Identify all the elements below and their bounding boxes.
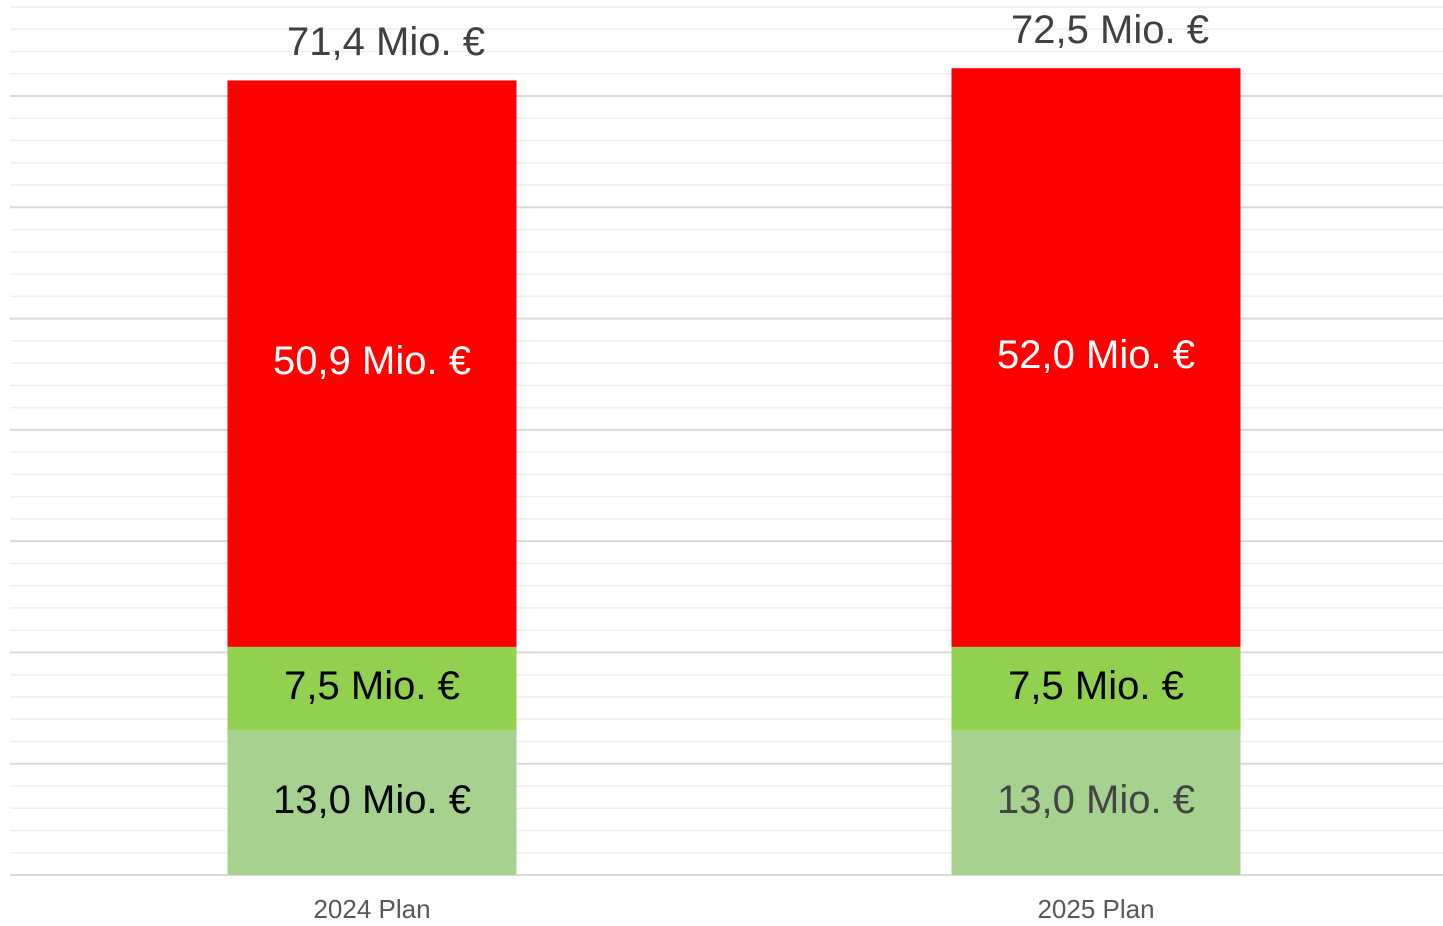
value-label: 13,0 Mio. € <box>273 778 471 822</box>
bar-segment <box>227 80 517 647</box>
total-label: 72,5 Mio. € <box>1011 8 1209 52</box>
value-label: 7,5 Mio. € <box>284 664 460 708</box>
bar-segment <box>227 646 517 731</box>
value-label: 52,0 Mio. € <box>997 333 1195 377</box>
bar-segment <box>227 730 517 875</box>
value-label: 50,9 Mio. € <box>273 339 471 383</box>
total-label: 71,4 Mio. € <box>287 20 485 64</box>
bar-segment <box>951 68 1241 647</box>
value-label: 7,5 Mio. € <box>1008 664 1184 708</box>
bar-segment <box>951 646 1241 731</box>
x-tick-label: 2024 Plan <box>313 894 430 924</box>
value-label: 13,0 Mio. € <box>997 778 1195 822</box>
x-tick-label: 2025 Plan <box>1037 894 1154 924</box>
bar-segment <box>951 730 1241 875</box>
